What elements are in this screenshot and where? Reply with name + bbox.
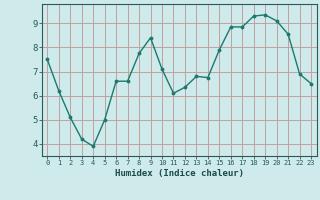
X-axis label: Humidex (Indice chaleur): Humidex (Indice chaleur) bbox=[115, 169, 244, 178]
